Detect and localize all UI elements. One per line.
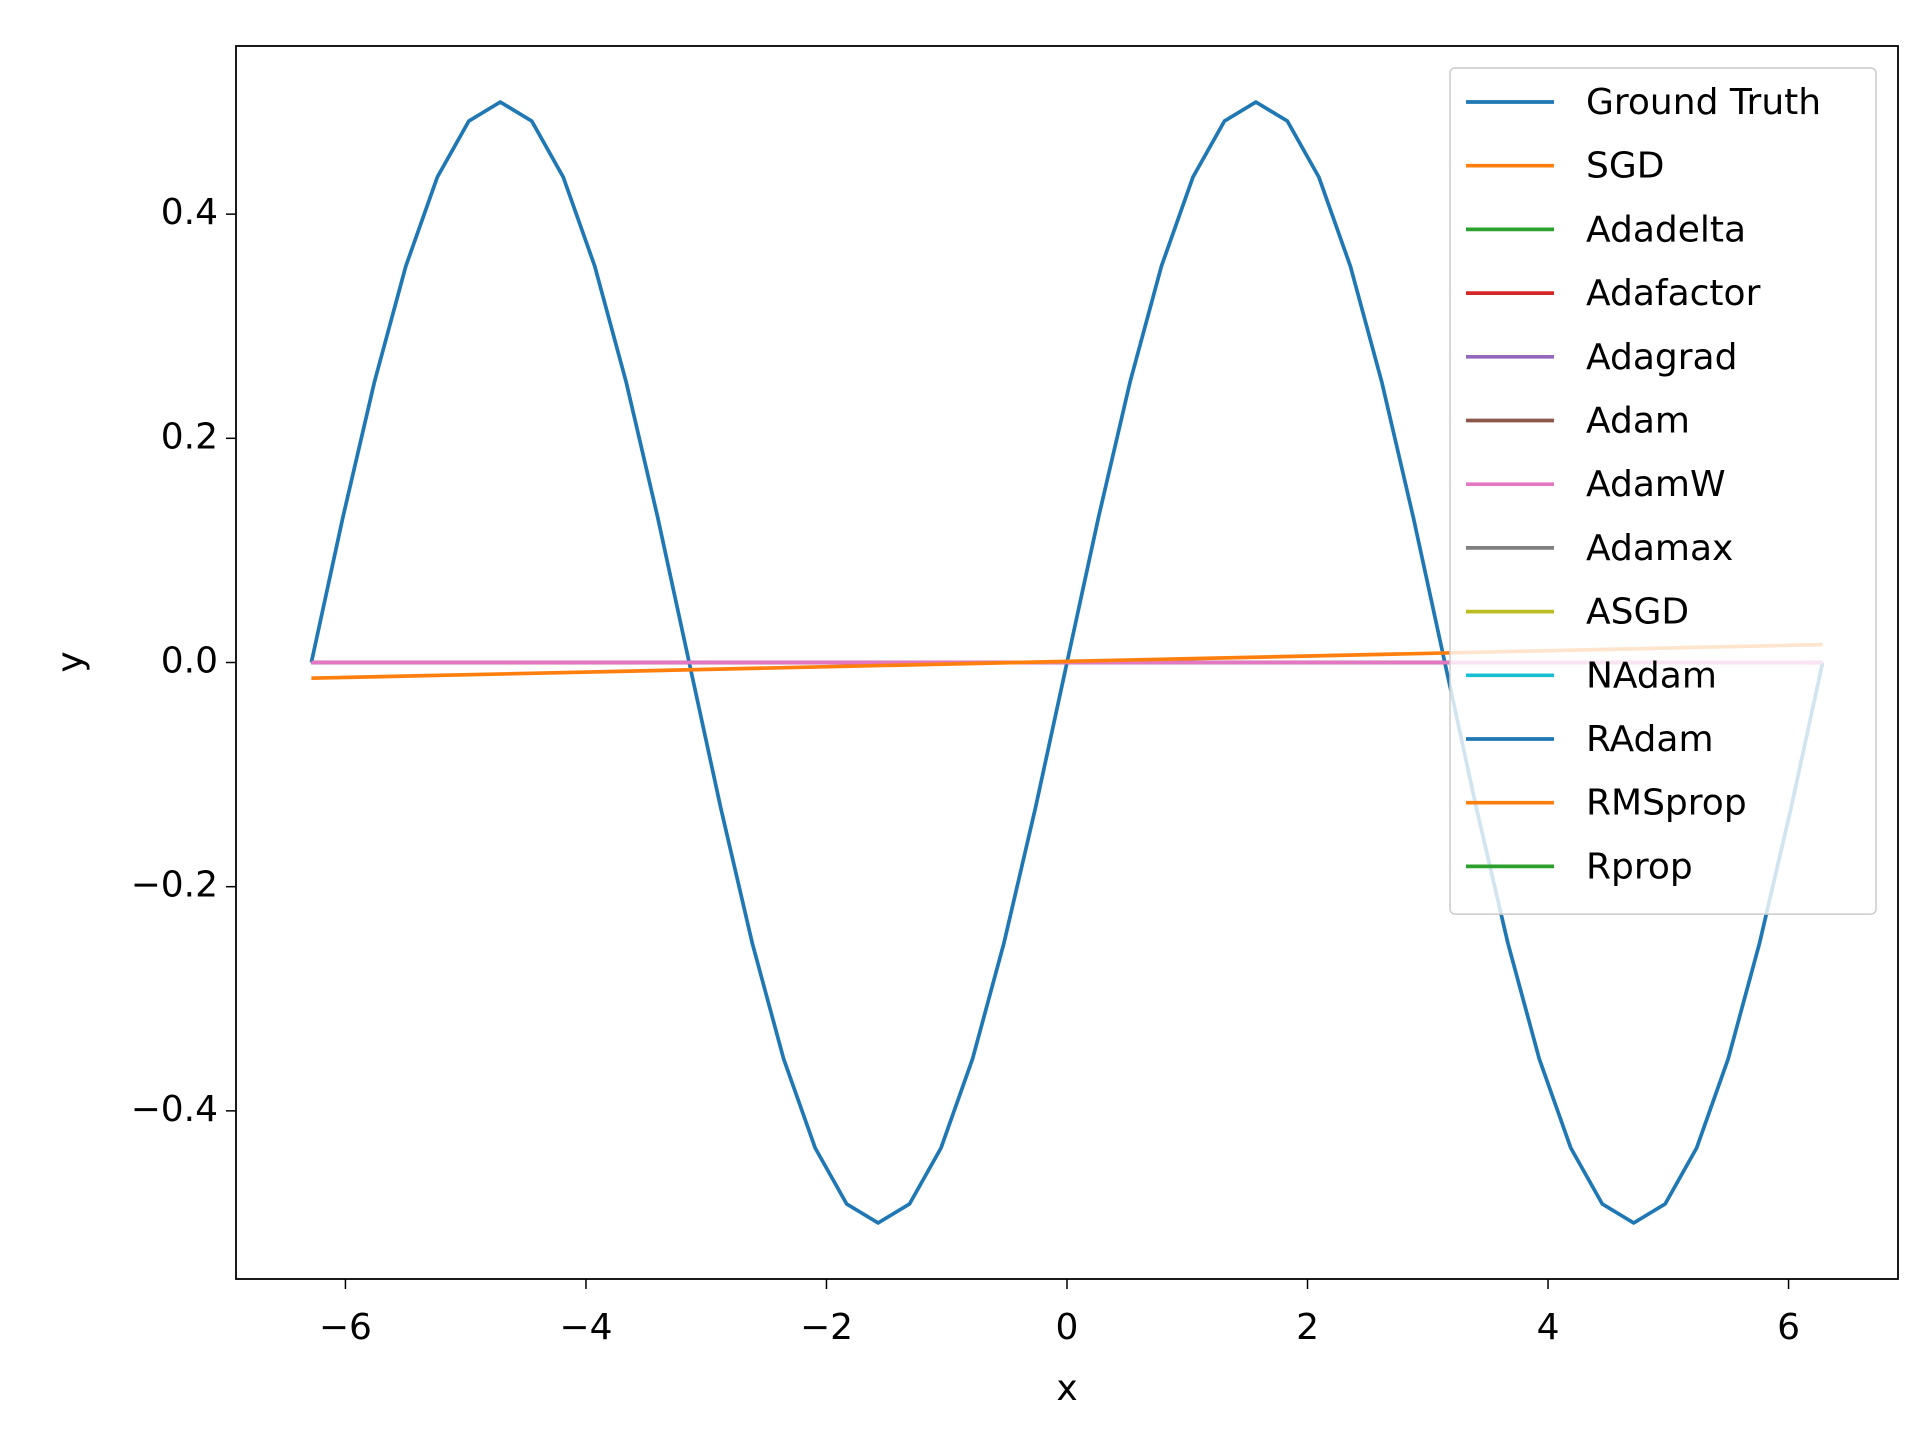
legend-label: Adafactor (1586, 273, 1761, 314)
legend-label: AdamW (1586, 464, 1726, 505)
x-tick-label: 0 (1056, 1307, 1079, 1348)
legend-box (1449, 67, 1877, 915)
y-tick-label: 0.2 (161, 416, 218, 457)
x-axis-label: x (1056, 1368, 1077, 1409)
legend-label: Ground Truth (1586, 82, 1821, 123)
legend-label: NAdam (1586, 655, 1717, 696)
axes-frame (235, 45, 1899, 1280)
x-tick-label: 6 (1777, 1307, 1800, 1348)
x-tick-label: 4 (1537, 1307, 1560, 1348)
x-tick-label: −4 (559, 1307, 612, 1348)
legend-label: RMSprop (1586, 783, 1747, 824)
legend: Ground Truth SGD Adadelta Adafactor Adagrad A… (1449, 67, 1877, 915)
y-tick-label: −0.2 (131, 865, 218, 906)
x-tick-label: 2 (1296, 1307, 1319, 1348)
y-tick-label: −0.4 (131, 1089, 218, 1130)
legend-label: ASGD (1586, 592, 1689, 633)
y-tick-label: 0.4 (161, 192, 218, 233)
legend-label: Adam (1586, 401, 1690, 442)
y-axis-label: y (50, 651, 91, 672)
legend-label: Adadelta (1586, 209, 1746, 250)
x-tick-label: −6 (319, 1307, 372, 1348)
legend-label: Rprop (1586, 846, 1693, 887)
legend-label: Adamax (1586, 528, 1733, 569)
y-tick-label: 0.0 (161, 641, 218, 682)
legend-label: SGD (1586, 146, 1664, 187)
legend-label: RAdam (1586, 719, 1714, 760)
legend-label: Adagrad (1586, 337, 1737, 378)
x-tick-label: −2 (800, 1307, 853, 1348)
